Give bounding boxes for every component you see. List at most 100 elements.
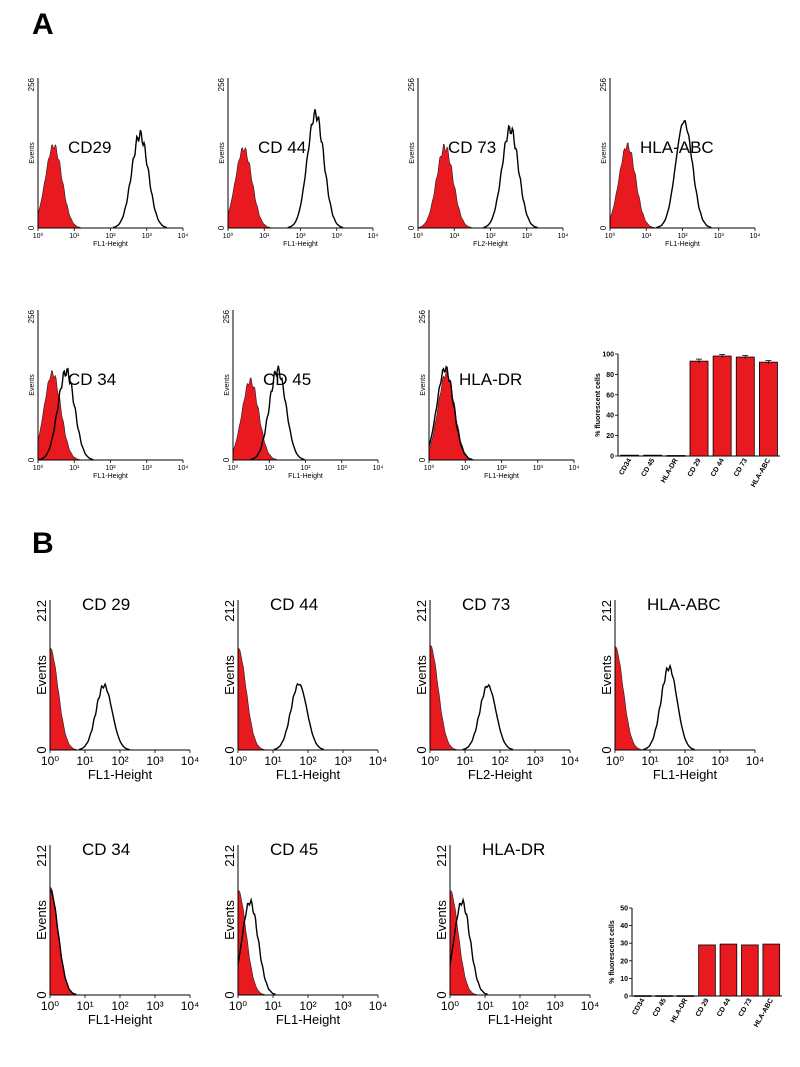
x-tick-label: 10⁰ xyxy=(229,754,247,768)
histogram-title: CD 73 xyxy=(462,595,510,614)
x-tick-label: 10⁴ xyxy=(368,233,379,240)
histogram-filled-series xyxy=(429,644,457,751)
y-max-label: 256 xyxy=(407,77,416,91)
y-axis-label: Events xyxy=(601,142,608,164)
bar-category-label: CD34 xyxy=(618,457,633,476)
y-axis-label: Events xyxy=(409,142,416,164)
bar-category-label: HLA-DR xyxy=(660,458,679,485)
x-tick-label: 10³ xyxy=(546,999,563,1013)
x-axis-label: FL2-Height xyxy=(473,241,508,248)
y-axis-label: Events xyxy=(222,655,237,695)
histogram-title: CD 44 xyxy=(258,138,306,157)
histogram-outline-series xyxy=(78,682,130,751)
y-axis-label: Events xyxy=(219,142,226,164)
x-tick-label: 10⁴ xyxy=(181,754,200,768)
histogram-outline-series xyxy=(483,124,538,229)
bar-hla-abc xyxy=(762,943,781,997)
histogram-filled-series xyxy=(609,142,655,229)
x-tick-label: 10³ xyxy=(526,754,543,768)
histogram-outline-series xyxy=(449,897,488,996)
y-zero-label: 0 xyxy=(222,991,237,998)
x-tick-label: 10⁴ xyxy=(581,999,600,1013)
y-zero-label: 0 xyxy=(222,746,237,753)
x-tick-label: 10¹ xyxy=(69,233,80,240)
x-axis-label: FL1-Height xyxy=(665,241,700,248)
bar-y-axis-label: % fluorescent cells xyxy=(609,920,616,984)
bar-cd34 xyxy=(633,995,652,997)
bar-cd-44 xyxy=(719,943,738,997)
histogram-title: CD 44 xyxy=(270,595,318,614)
bar-category-label: CD34 xyxy=(631,997,646,1016)
histogram-filled-series xyxy=(237,647,265,751)
x-tick-label: 10¹ xyxy=(264,999,281,1013)
histogram-filled-series xyxy=(449,889,477,996)
x-axis-label: FL1-Height xyxy=(288,473,323,480)
x-tick-label: 10⁰ xyxy=(33,232,44,240)
x-tick-label: 10⁰ xyxy=(223,232,234,240)
x-tick-label: 10³ xyxy=(142,465,153,472)
bar-chart-a: 0 20 40 60 80 100 % fluorescent cells CD34 CD 45… xyxy=(595,352,780,489)
bar-y-tick-label: 20 xyxy=(606,433,614,440)
x-tick-label: 10⁴ xyxy=(746,754,765,768)
bar-category-label: CD 44 xyxy=(716,997,732,1018)
bar-cd34 xyxy=(620,454,639,457)
y-max-label: 256 xyxy=(222,309,231,323)
x-tick-label: 10² xyxy=(300,465,311,472)
y-axis-label: Events xyxy=(434,900,449,940)
bar-cd-29 xyxy=(698,944,716,997)
bar-category-label: HLA-ABC xyxy=(750,458,772,489)
histogram-chart-a-3: 10⁰ 10¹ 10² 10³ 10⁴ FL2-Height Events 256 0 CD 73 xyxy=(407,77,568,248)
histogram-title: CD 34 xyxy=(68,370,116,389)
x-tick-label: 10⁰ xyxy=(413,232,424,240)
bar-category-label: CD 29 xyxy=(695,997,711,1018)
x-tick-label: 10³ xyxy=(522,233,533,240)
y-max-label: 256 xyxy=(27,77,36,91)
histogram-chart-a-1: 10⁰ 10¹ 10² 10³ 10⁴ FL1-Height Events 256 0 CD29 xyxy=(27,77,188,248)
x-tick-label: 10⁰ xyxy=(441,999,459,1013)
x-axis-label: FL1-Height xyxy=(276,767,341,782)
histogram-filled-series xyxy=(237,889,265,996)
y-zero-label: 0 xyxy=(27,457,36,462)
histogram-title: CD 45 xyxy=(263,370,311,389)
x-tick-label: 10³ xyxy=(146,754,163,768)
x-tick-label: 10² xyxy=(677,233,688,240)
x-tick-label: 10⁴ xyxy=(178,233,189,240)
x-axis-label: FL1-Height xyxy=(283,241,318,248)
histogram-outline-series xyxy=(428,365,473,461)
histogram-title: CD 45 xyxy=(270,840,318,859)
x-tick-label: 10¹ xyxy=(264,754,281,768)
histogram-chart-b-5: 10⁰ 10¹ 10² 10³ 10⁴ FL1-Height Events 212 0 CD 34 xyxy=(34,840,199,1027)
y-zero-label: 0 xyxy=(222,457,231,462)
x-tick-label: 10⁴ xyxy=(558,233,569,240)
y-zero-label: 0 xyxy=(434,991,449,998)
bar-hla-abc xyxy=(759,361,778,457)
x-axis-label: FL1-Height xyxy=(93,473,128,480)
bar-cd-45 xyxy=(643,454,663,457)
y-axis-label: Events xyxy=(29,142,36,164)
histogram-title: CD29 xyxy=(68,138,111,157)
y-max-label: 212 xyxy=(222,845,237,867)
x-tick-label: 10² xyxy=(111,999,128,1013)
x-tick-label: 10⁴ xyxy=(569,465,580,472)
x-tick-label: 10⁴ xyxy=(181,999,200,1013)
x-tick-label: 10³ xyxy=(142,233,153,240)
bar-y-tick-label: 100 xyxy=(602,352,614,359)
x-tick-label: 10⁰ xyxy=(229,999,247,1013)
bar-cd-73 xyxy=(741,944,759,997)
histogram-outline-series xyxy=(237,897,276,996)
x-axis-label: FL1-Height xyxy=(484,473,519,480)
y-zero-label: 0 xyxy=(599,225,608,230)
bar-category-label: CD 29 xyxy=(687,457,703,478)
histogram-filled-series xyxy=(227,147,271,229)
histogram-outline-series xyxy=(656,120,712,229)
x-tick-label: 10⁰ xyxy=(605,232,616,240)
bar-y-tick-label: 50 xyxy=(620,906,628,913)
y-axis-label: Events xyxy=(222,900,237,940)
x-axis-label: FL1-Height xyxy=(653,767,718,782)
x-tick-label: 10⁰ xyxy=(41,754,59,768)
bar-y-tick-label: 10 xyxy=(620,976,628,983)
bar-category-label: HLA-ABC xyxy=(753,998,775,1029)
y-max-label: 212 xyxy=(34,845,49,867)
y-axis-label: Events xyxy=(224,374,231,396)
